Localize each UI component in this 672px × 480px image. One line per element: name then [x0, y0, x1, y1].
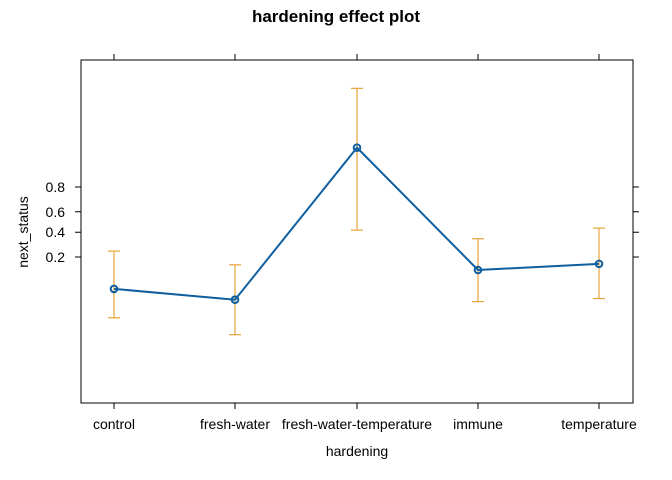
data-point [352, 143, 362, 152]
y-tick-label: 0.2 [46, 249, 66, 265]
data-point [594, 259, 604, 269]
x-tick-label: control [93, 416, 135, 432]
x-tick-label: immune [453, 416, 503, 432]
x-tick-label: fresh-water-temperature [282, 416, 432, 432]
data-point [230, 295, 240, 305]
series-line-group [109, 143, 604, 305]
x-axis-label: hardening [326, 443, 388, 459]
y-tick-label: 0.8 [46, 179, 66, 195]
x-tick-label: fresh-water [200, 416, 270, 432]
x-axis-ticks: control fresh-water fresh-water-temperatur… [93, 54, 637, 432]
y-tick-label: 0.4 [46, 224, 66, 240]
series-line [113, 146, 600, 301]
data-point [473, 265, 483, 275]
error-bars [108, 87, 605, 336]
y-axis-ticks: 0.2 0.4 0.6 0.8 [46, 179, 639, 265]
data-point [109, 284, 119, 294]
y-tick-label: 0.6 [46, 204, 66, 220]
x-tick-label: temperature [561, 416, 637, 432]
y-axis-label: next_status [15, 196, 31, 268]
chart-title: hardening effect plot [252, 7, 420, 26]
